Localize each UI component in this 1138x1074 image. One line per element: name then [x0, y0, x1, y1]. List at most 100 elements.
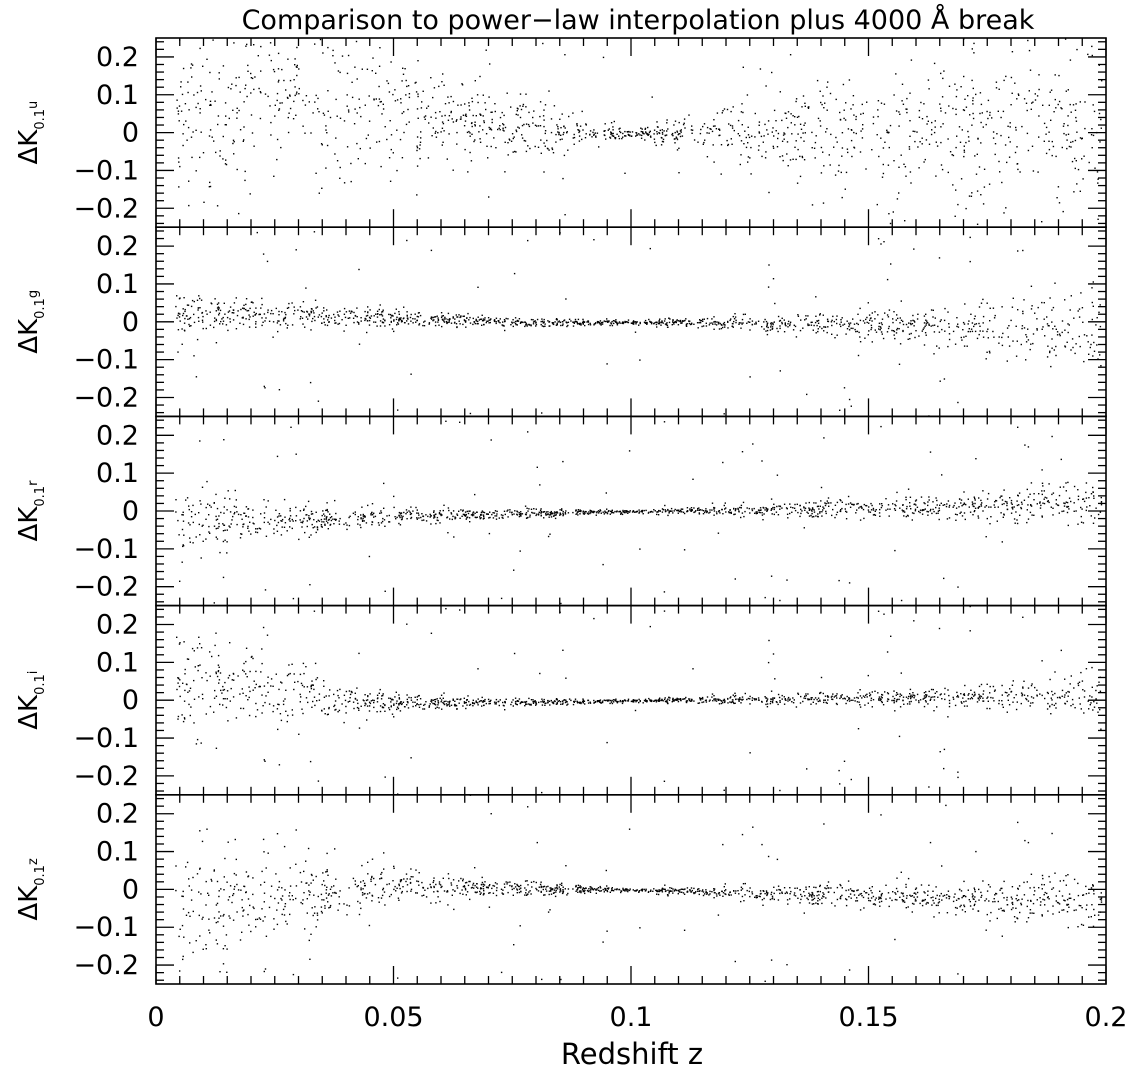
data-point	[869, 317, 872, 320]
data-point	[405, 513, 407, 515]
data-point	[1016, 519, 1018, 521]
data-point	[566, 132, 568, 134]
data-point	[564, 127, 566, 129]
data-point	[956, 325, 958, 328]
data-point	[255, 312, 257, 315]
data-point	[816, 320, 819, 322]
data-point	[235, 506, 237, 508]
data-point	[841, 317, 843, 319]
data-point	[215, 319, 218, 322]
data-point	[408, 96, 411, 99]
y-tick-label: 0.2	[96, 42, 139, 73]
data-point	[378, 85, 380, 88]
data-point	[427, 515, 429, 518]
data-point	[333, 693, 335, 696]
data-point	[840, 325, 842, 328]
data-point	[1085, 482, 1088, 484]
data-point	[1051, 338, 1053, 340]
data-point	[488, 96, 490, 98]
data-point	[494, 510, 497, 512]
data-point	[509, 139, 511, 141]
data-point	[888, 515, 890, 517]
data-point	[398, 515, 400, 517]
data-point	[248, 318, 250, 321]
data-point	[500, 597, 503, 600]
data-point	[890, 263, 892, 265]
data-point	[835, 513, 838, 516]
data-point	[543, 511, 546, 513]
data-point	[672, 322, 675, 324]
data-point	[181, 343, 183, 345]
data-point	[1082, 178, 1084, 180]
data-point	[424, 115, 427, 117]
data-point	[353, 123, 356, 125]
data-point	[789, 324, 791, 327]
data-point	[392, 315, 394, 317]
data-point	[535, 323, 538, 326]
data-point	[734, 513, 736, 515]
data-point	[1036, 328, 1038, 330]
data-point	[177, 110, 180, 112]
data-point	[836, 315, 838, 317]
data-point	[201, 525, 203, 527]
data-point	[480, 513, 482, 516]
data-point	[183, 123, 185, 126]
data-point	[938, 257, 941, 259]
data-point	[1027, 518, 1030, 520]
data-point	[276, 516, 279, 518]
data-point	[1068, 145, 1071, 148]
data-point	[377, 313, 379, 315]
data-point	[1087, 341, 1089, 343]
data-point	[578, 323, 580, 325]
data-point	[841, 155, 843, 157]
data-point	[923, 161, 925, 163]
data-point	[920, 101, 922, 104]
data-point	[255, 528, 257, 530]
data-point	[969, 236, 971, 239]
data-point	[965, 141, 967, 144]
data-point	[868, 322, 870, 324]
data-point	[289, 520, 291, 522]
data-point	[1088, 497, 1090, 499]
data-point	[1032, 333, 1035, 335]
data-point	[845, 171, 848, 174]
data-point	[417, 512, 420, 514]
data-point	[1043, 302, 1045, 304]
data-point	[320, 525, 323, 528]
data-point	[424, 320, 426, 322]
data-point	[177, 312, 180, 315]
data-point	[960, 701, 962, 703]
data-point	[722, 326, 724, 329]
data-point	[884, 141, 886, 143]
data-point	[615, 511, 618, 513]
data-point	[859, 341, 862, 343]
data-point	[500, 514, 503, 516]
data-point	[512, 325, 514, 328]
data-point	[846, 320, 848, 322]
data-point	[994, 143, 997, 145]
data-point	[225, 159, 227, 161]
data-point	[215, 515, 217, 518]
data-point	[638, 511, 641, 513]
data-point	[1041, 515, 1043, 517]
data-point	[902, 504, 904, 506]
data-point	[253, 88, 255, 91]
data-point	[276, 524, 278, 527]
data-point	[984, 506, 986, 508]
data-point	[925, 701, 927, 703]
data-point	[963, 155, 965, 158]
data-point	[638, 324, 640, 326]
data-point	[1076, 183, 1078, 185]
data-point	[826, 86, 828, 88]
data-point	[754, 323, 756, 325]
data-point	[333, 313, 335, 316]
data-point	[947, 138, 949, 140]
data-point	[746, 322, 748, 324]
data-point	[483, 517, 485, 519]
data-point	[713, 321, 715, 323]
data-point	[1023, 98, 1026, 100]
data-point	[326, 132, 328, 134]
data-point	[406, 511, 408, 513]
data-point	[536, 466, 538, 468]
data-point	[613, 135, 615, 137]
